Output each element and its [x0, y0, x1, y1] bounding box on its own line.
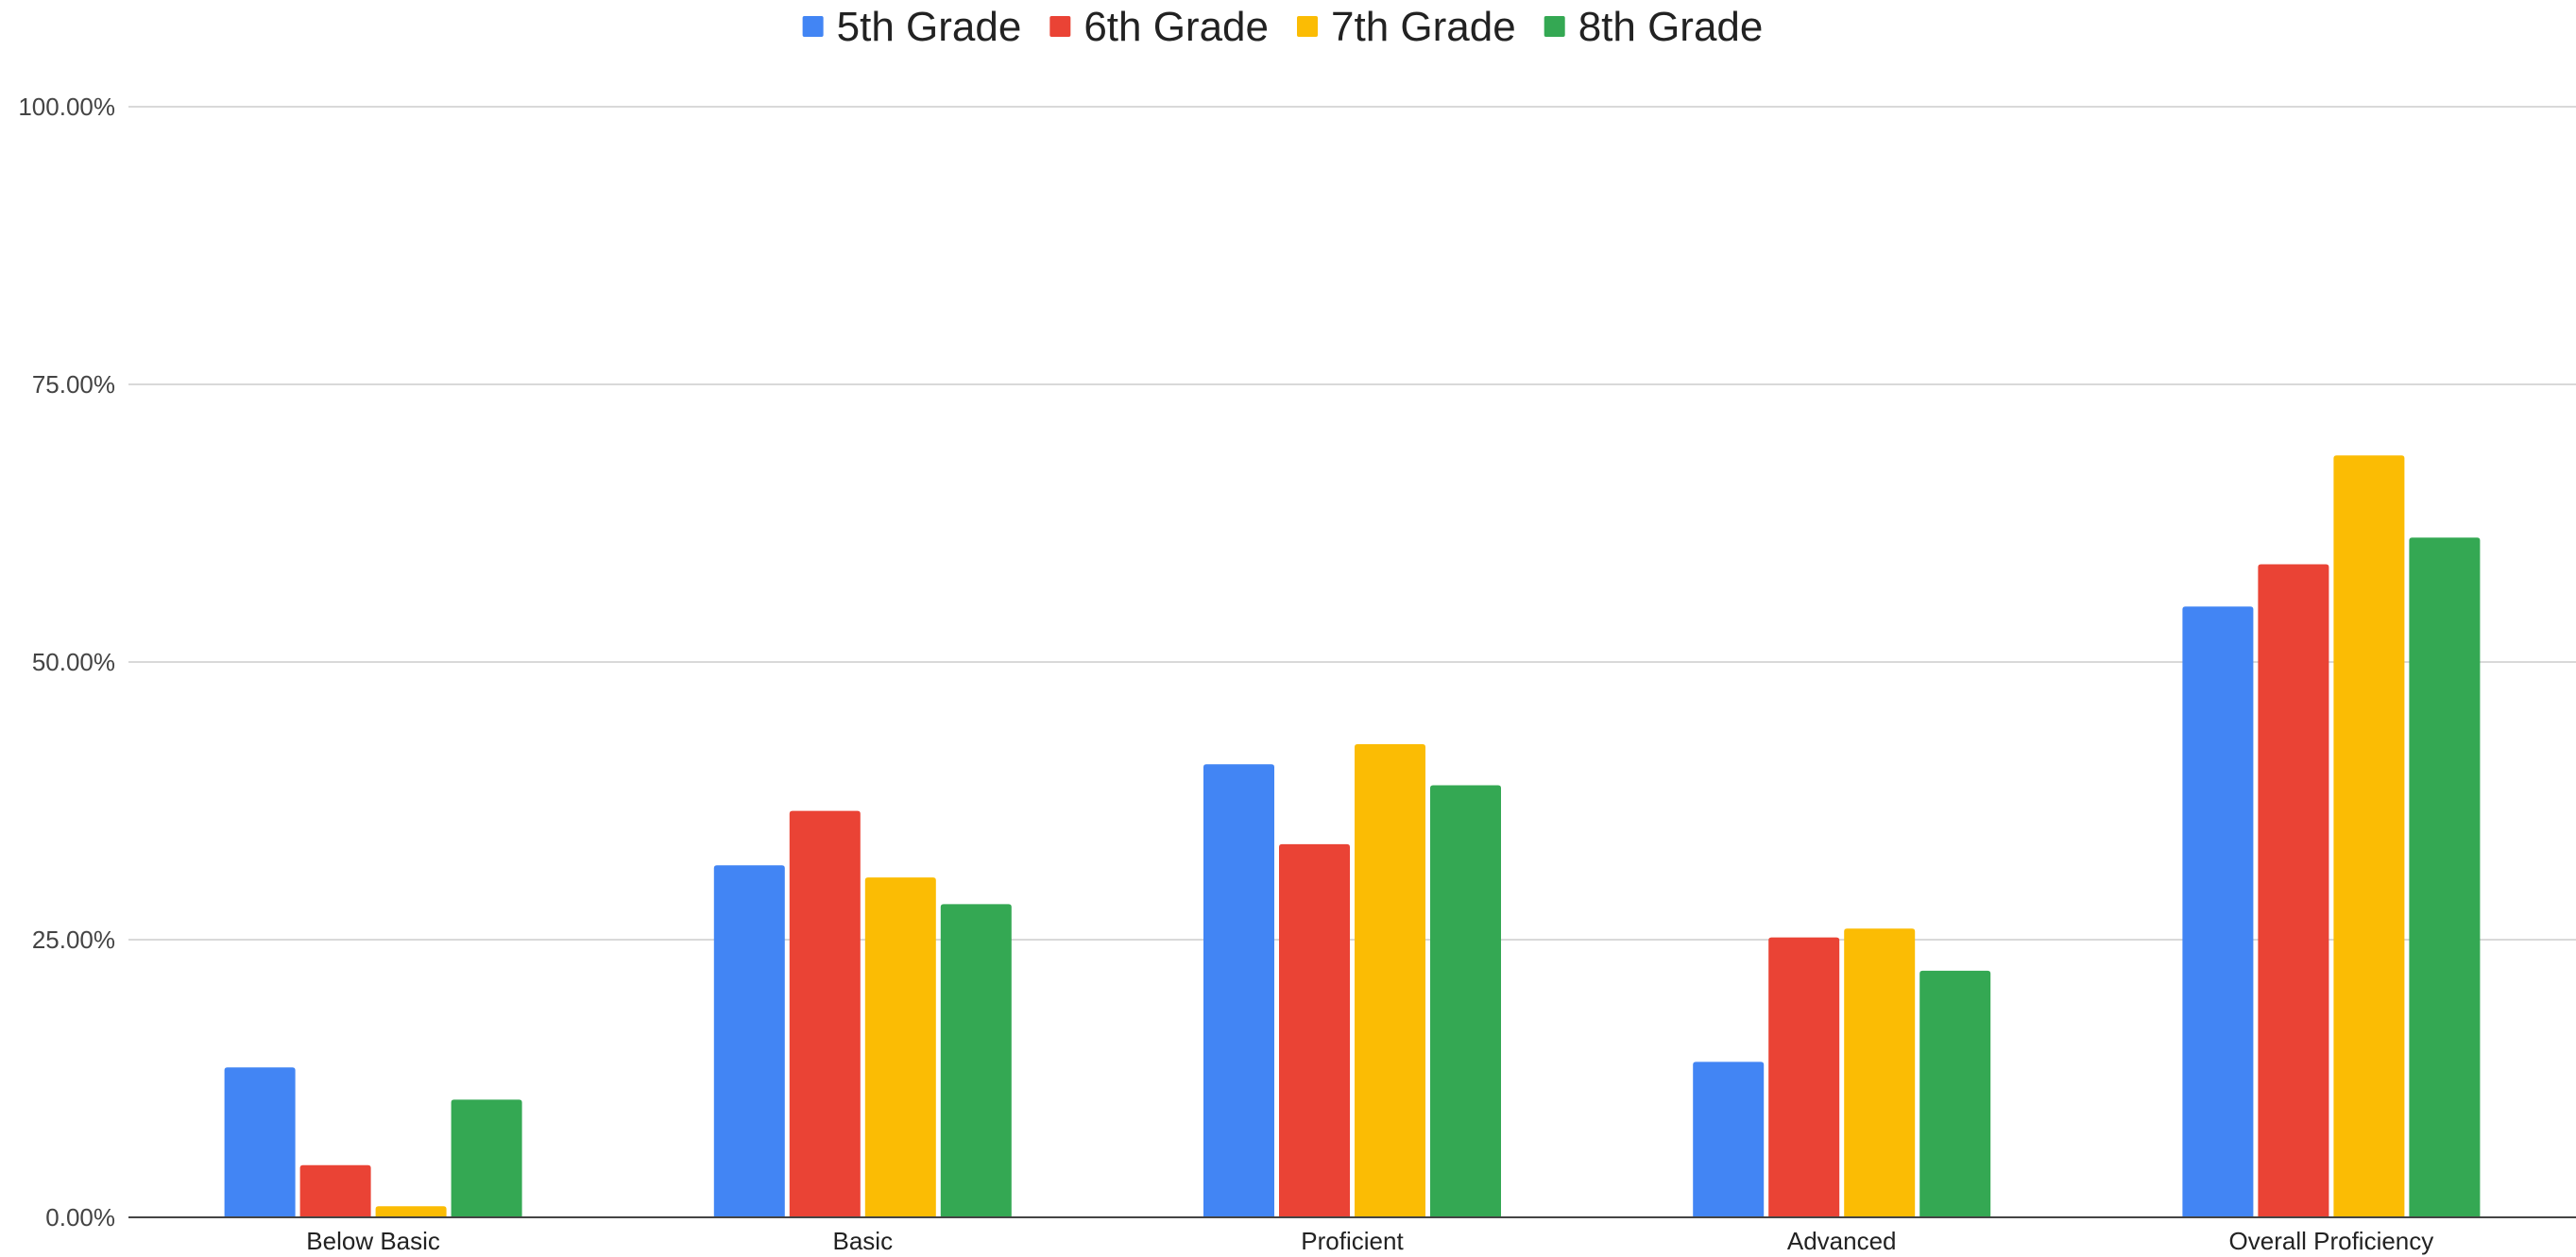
- bar-8th-grade-proficient: [1430, 785, 1501, 1217]
- legend-item-5th-grade: 5th Grade: [802, 4, 1022, 50]
- y-axis-ticks: 0.00% 25.00% 50.00% 75.00% 100.00%: [18, 93, 115, 1232]
- y-tick-label: 0.00%: [45, 1203, 115, 1232]
- bar-7th-grade-below-basic: [375, 1206, 447, 1217]
- bar-6th-grade-proficient: [1279, 843, 1350, 1217]
- legend-label: 7th Grade: [1331, 4, 1516, 50]
- bar-6th-grade-below-basic: [299, 1164, 371, 1217]
- y-tick-label: 25.00%: [32, 926, 115, 954]
- legend-item-8th-grade: 8th Grade: [1544, 4, 1764, 50]
- legend-label: 8th Grade: [1578, 4, 1764, 50]
- legend-swatch: [1544, 16, 1565, 37]
- bar-7th-grade-overall-proficiency: [2333, 455, 2405, 1217]
- x-category-label: Basic: [833, 1227, 894, 1255]
- legend-label: 5th Grade: [837, 4, 1022, 50]
- legend: 5th Grade 6th Grade 7th Grade 8th Grade: [802, 4, 1764, 50]
- bar-7th-grade-proficient: [1355, 744, 1425, 1217]
- x-category-label: Advanced: [1787, 1227, 1897, 1255]
- bar-5th-grade-below-basic: [224, 1067, 296, 1217]
- x-category-label: Proficient: [1301, 1227, 1404, 1255]
- bar-5th-grade-basic: [713, 865, 785, 1217]
- bar-7th-grade-basic: [864, 877, 936, 1217]
- bar-8th-grade-overall-proficiency: [2409, 537, 2481, 1217]
- bar-5th-grade-proficient: [1203, 764, 1274, 1217]
- y-tick-label: 50.00%: [32, 648, 115, 676]
- bar-6th-grade-advanced: [1768, 937, 1840, 1217]
- bar-6th-grade-basic: [789, 810, 861, 1217]
- bar-8th-grade-basic: [940, 904, 1012, 1217]
- bar-5th-grade-overall-proficiency: [2182, 606, 2254, 1217]
- bar-5th-grade-advanced: [1693, 1062, 1765, 1217]
- legend-item-7th-grade: 7th Grade: [1297, 4, 1516, 50]
- x-axis-categories: Below Basic Basic Proficient Advanced Overal…: [306, 1227, 2433, 1255]
- gridlines: [128, 106, 2576, 941]
- y-tick-label: 75.00%: [32, 370, 115, 399]
- x-category-label: Below Basic: [306, 1227, 440, 1255]
- legend-swatch: [802, 16, 824, 37]
- bar-7th-grade-advanced: [1844, 928, 1916, 1217]
- legend-label: 6th Grade: [1083, 4, 1269, 50]
- y-tick-label: 100.00%: [18, 93, 115, 121]
- legend-swatch: [1049, 16, 1071, 37]
- bar-8th-grade-advanced: [1919, 970, 1991, 1217]
- bar-6th-grade-overall-proficiency: [2258, 564, 2329, 1217]
- x-category-label: Overall Proficiency: [2229, 1227, 2434, 1255]
- legend-item-6th-grade: 6th Grade: [1049, 4, 1269, 50]
- bars: [224, 455, 2481, 1217]
- bar-8th-grade-below-basic: [451, 1099, 522, 1217]
- legend-swatch: [1297, 16, 1318, 37]
